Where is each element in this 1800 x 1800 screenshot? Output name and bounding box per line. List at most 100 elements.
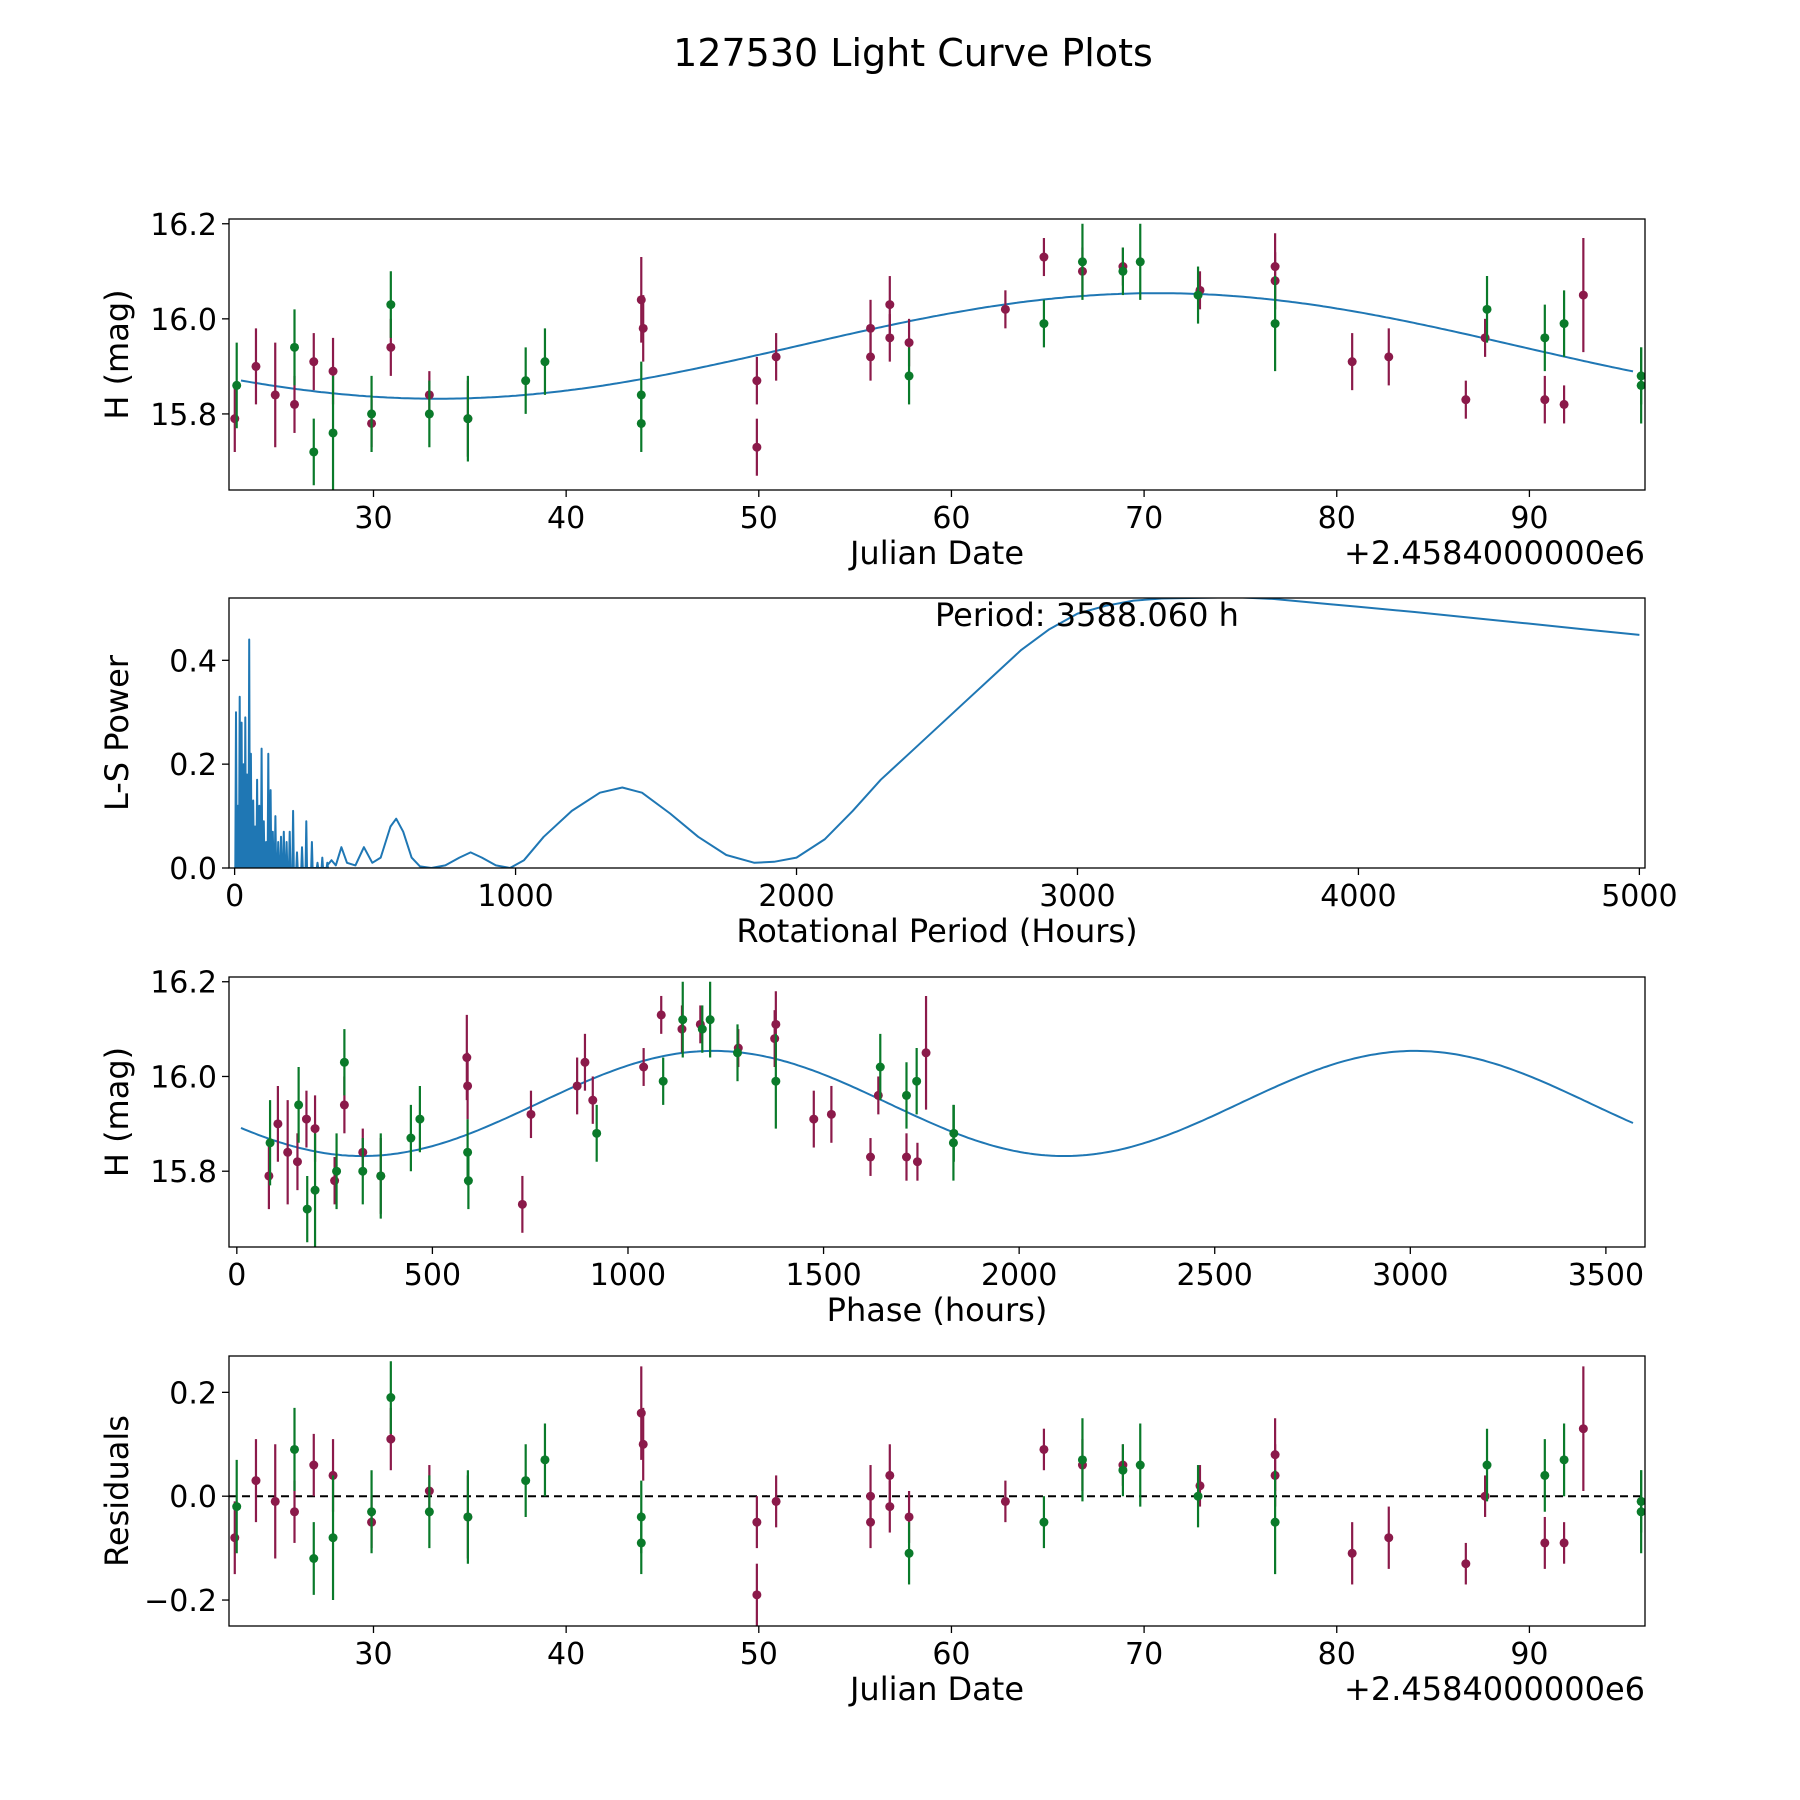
band_a-data-point xyxy=(309,357,319,367)
band_b-data-point xyxy=(1270,1517,1280,1527)
x-tick-label: 5000 xyxy=(1601,879,1677,914)
lightcurve-panel: 30 40 50 60 70 80 90 15.8 16.0 16.2 Julian Date H (… xyxy=(98,208,1646,572)
band_b-data-point xyxy=(232,380,242,390)
band_a-data-point xyxy=(264,1171,274,1181)
y-tick-label: 0.2 xyxy=(169,1376,217,1411)
band_a-data-point xyxy=(638,1439,648,1449)
band_a-data-point xyxy=(270,1496,280,1506)
band_a-data-point xyxy=(1270,262,1280,272)
band_a-data-point xyxy=(901,1152,911,1162)
x-tick-label: 2000 xyxy=(981,1258,1057,1293)
band_a-data-point xyxy=(339,1100,349,1110)
y-tick-label: 15.8 xyxy=(150,398,217,433)
phased-plot-area xyxy=(240,981,1634,1247)
x-tick-label: 60 xyxy=(932,1637,970,1672)
band_b-data-point xyxy=(376,1171,386,1181)
band_a-data-point xyxy=(752,442,762,452)
band_a-data-point xyxy=(866,1152,876,1162)
x-tick-label: 3500 xyxy=(1568,1258,1644,1293)
band_b-data-point xyxy=(290,1444,300,1454)
band_b-data-point xyxy=(415,1114,425,1124)
x-tick-label: 80 xyxy=(1318,1637,1356,1672)
band_b-data-point xyxy=(1540,1470,1550,1480)
band_a-data-point xyxy=(290,1507,300,1517)
band_a-data-point xyxy=(1578,290,1588,300)
band_a-data-point xyxy=(1384,352,1394,362)
band_b-data-point xyxy=(1135,257,1145,267)
band_b-data-point xyxy=(463,414,473,424)
lightcurve-frame xyxy=(228,218,1646,491)
x-axis-label: Rotational Period (Hours) xyxy=(736,912,1137,950)
band_b-data-point xyxy=(1118,1465,1128,1475)
band_b-data-point xyxy=(1039,1517,1049,1527)
y-axis-label: H (mag) xyxy=(98,1047,136,1177)
band_b-data-point xyxy=(386,1393,396,1403)
y-tick-label: 0.0 xyxy=(169,852,217,887)
band_a-data-point xyxy=(752,1590,762,1600)
band_a-data-point xyxy=(771,1496,781,1506)
band_b-data-point xyxy=(658,1076,668,1086)
band_b-data-point xyxy=(705,1015,715,1025)
band_a-data-point xyxy=(866,352,876,362)
fit-curve xyxy=(240,1049,1634,1158)
band_b-data-point xyxy=(358,1166,368,1176)
band_b-data-point xyxy=(332,1166,342,1176)
x-tick-label: 1000 xyxy=(590,1258,666,1293)
band_a-data-point xyxy=(1384,1533,1394,1543)
x-tick-label: 80 xyxy=(1318,501,1356,536)
band_a-data-point xyxy=(904,1512,914,1522)
band_a-data-point xyxy=(752,376,762,386)
band_a-data-point xyxy=(309,1460,319,1470)
x-tick-label: 2500 xyxy=(1177,1258,1253,1293)
y-tick-label: 16.2 xyxy=(150,208,217,243)
band_b-data-point xyxy=(949,1128,959,1138)
band_a-data-point xyxy=(636,1408,646,1418)
band_b-data-point xyxy=(424,1507,434,1517)
x-tick-label: 0 xyxy=(227,1258,246,1293)
y-tick-label: 16.0 xyxy=(150,303,217,338)
x-tick-label: 30 xyxy=(354,1637,392,1672)
band_a-data-point xyxy=(1000,1496,1010,1506)
band_a-data-point xyxy=(572,1081,582,1091)
band_b-data-point xyxy=(540,1455,550,1465)
y-axis-label: Residuals xyxy=(98,1415,136,1567)
band_b-data-point xyxy=(294,1100,304,1110)
band_b-data-point xyxy=(697,1024,707,1034)
band_a-data-point xyxy=(771,352,781,362)
y-tick-label: 15.8 xyxy=(150,1155,217,1190)
band_a-data-point xyxy=(301,1114,311,1124)
band_a-data-point xyxy=(656,1010,666,1020)
band_a-data-point xyxy=(885,1502,895,1512)
x-tick-label: 3000 xyxy=(1372,1258,1448,1293)
band_a-data-point xyxy=(1461,1559,1471,1569)
residuals-frame xyxy=(228,1355,1646,1627)
x-tick-label: 90 xyxy=(1510,501,1548,536)
band_a-data-point xyxy=(1540,1538,1550,1548)
band_b-data-point xyxy=(540,357,550,367)
y-tick-label: 16.2 xyxy=(150,966,217,1001)
x-tick-label: 2000 xyxy=(758,879,834,914)
band_a-data-point xyxy=(588,1095,598,1105)
band_b-data-point xyxy=(1270,319,1280,329)
x-tick-label: 90 xyxy=(1510,1637,1548,1672)
band_b-data-point xyxy=(733,1048,743,1058)
x-tick-label: 4000 xyxy=(1320,879,1396,914)
band_a-data-point xyxy=(639,1062,649,1072)
band_a-data-point xyxy=(885,300,895,310)
band_b-data-point xyxy=(328,428,338,438)
band_a-data-point xyxy=(1578,1424,1588,1434)
x-axis-label: Phase (hours) xyxy=(827,1291,1048,1329)
band_b-data-point xyxy=(1559,319,1569,329)
band_a-data-point xyxy=(463,1081,473,1091)
x-tick-label: 40 xyxy=(547,501,585,536)
band_a-data-point xyxy=(809,1114,819,1124)
band_a-data-point xyxy=(328,366,338,376)
band_b-data-point xyxy=(1118,266,1128,276)
lightcurve-plot-area xyxy=(230,223,1645,490)
band_a-data-point xyxy=(1480,333,1490,343)
band_a-data-point xyxy=(1540,395,1550,405)
periodogram-panel: 0 1000 2000 3000 4000 5000 0.0 0.2 0.4 Rotational… xyxy=(98,596,1678,950)
band_a-data-point xyxy=(636,295,646,305)
band_b-data-point xyxy=(1039,319,1049,329)
